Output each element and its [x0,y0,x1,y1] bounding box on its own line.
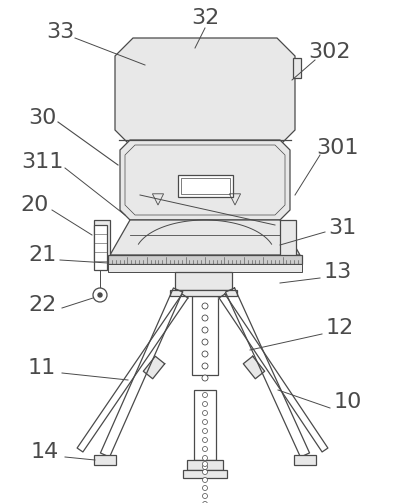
Circle shape [203,401,207,406]
Polygon shape [243,356,265,379]
Text: 21: 21 [28,245,56,265]
Polygon shape [219,294,328,452]
Text: 20: 20 [21,195,49,215]
Bar [192,296,218,375]
Bar [108,264,302,272]
Circle shape [203,464,207,469]
Circle shape [202,375,208,381]
Bar [293,58,301,78]
Circle shape [98,293,102,297]
Text: 33: 33 [46,22,74,42]
Circle shape [203,392,207,397]
Text: 302: 302 [309,42,351,62]
Text: 13: 13 [324,262,352,282]
Circle shape [203,501,207,503]
Bar [170,290,237,296]
Text: 10: 10 [334,392,362,412]
Text: 22: 22 [28,295,56,315]
Circle shape [203,493,207,498]
Circle shape [203,469,207,474]
Text: 32: 32 [191,8,219,28]
Bar [187,460,223,470]
Circle shape [203,447,207,452]
Circle shape [202,363,208,369]
Circle shape [202,351,208,357]
Bar [181,178,229,194]
Bar [280,220,296,260]
Circle shape [203,429,207,434]
Polygon shape [226,288,310,457]
Text: 12: 12 [326,318,354,338]
Bar [175,272,232,290]
Bar [177,175,233,197]
Polygon shape [120,140,290,220]
Text: 301: 301 [317,138,359,158]
Bar [108,255,302,264]
Polygon shape [77,294,188,452]
Polygon shape [115,38,295,148]
Polygon shape [100,288,182,457]
Bar [183,470,227,478]
Circle shape [203,461,207,466]
Circle shape [202,339,208,345]
Circle shape [202,303,208,309]
Text: 30: 30 [28,108,56,128]
Polygon shape [143,356,165,379]
Circle shape [203,420,207,425]
Bar [194,390,216,460]
Circle shape [203,410,207,415]
Text: 11: 11 [28,358,56,378]
Polygon shape [110,220,300,255]
Bar [294,455,316,465]
Text: 31: 31 [328,218,356,238]
Circle shape [202,315,208,321]
Text: 14: 14 [31,442,59,462]
Circle shape [203,456,207,461]
Circle shape [203,438,207,443]
Bar [94,220,110,260]
Bar [94,225,107,270]
Bar [94,455,116,465]
Text: 311: 311 [21,152,63,172]
Circle shape [93,288,107,302]
Circle shape [203,485,207,490]
Circle shape [203,477,207,482]
Circle shape [202,327,208,333]
